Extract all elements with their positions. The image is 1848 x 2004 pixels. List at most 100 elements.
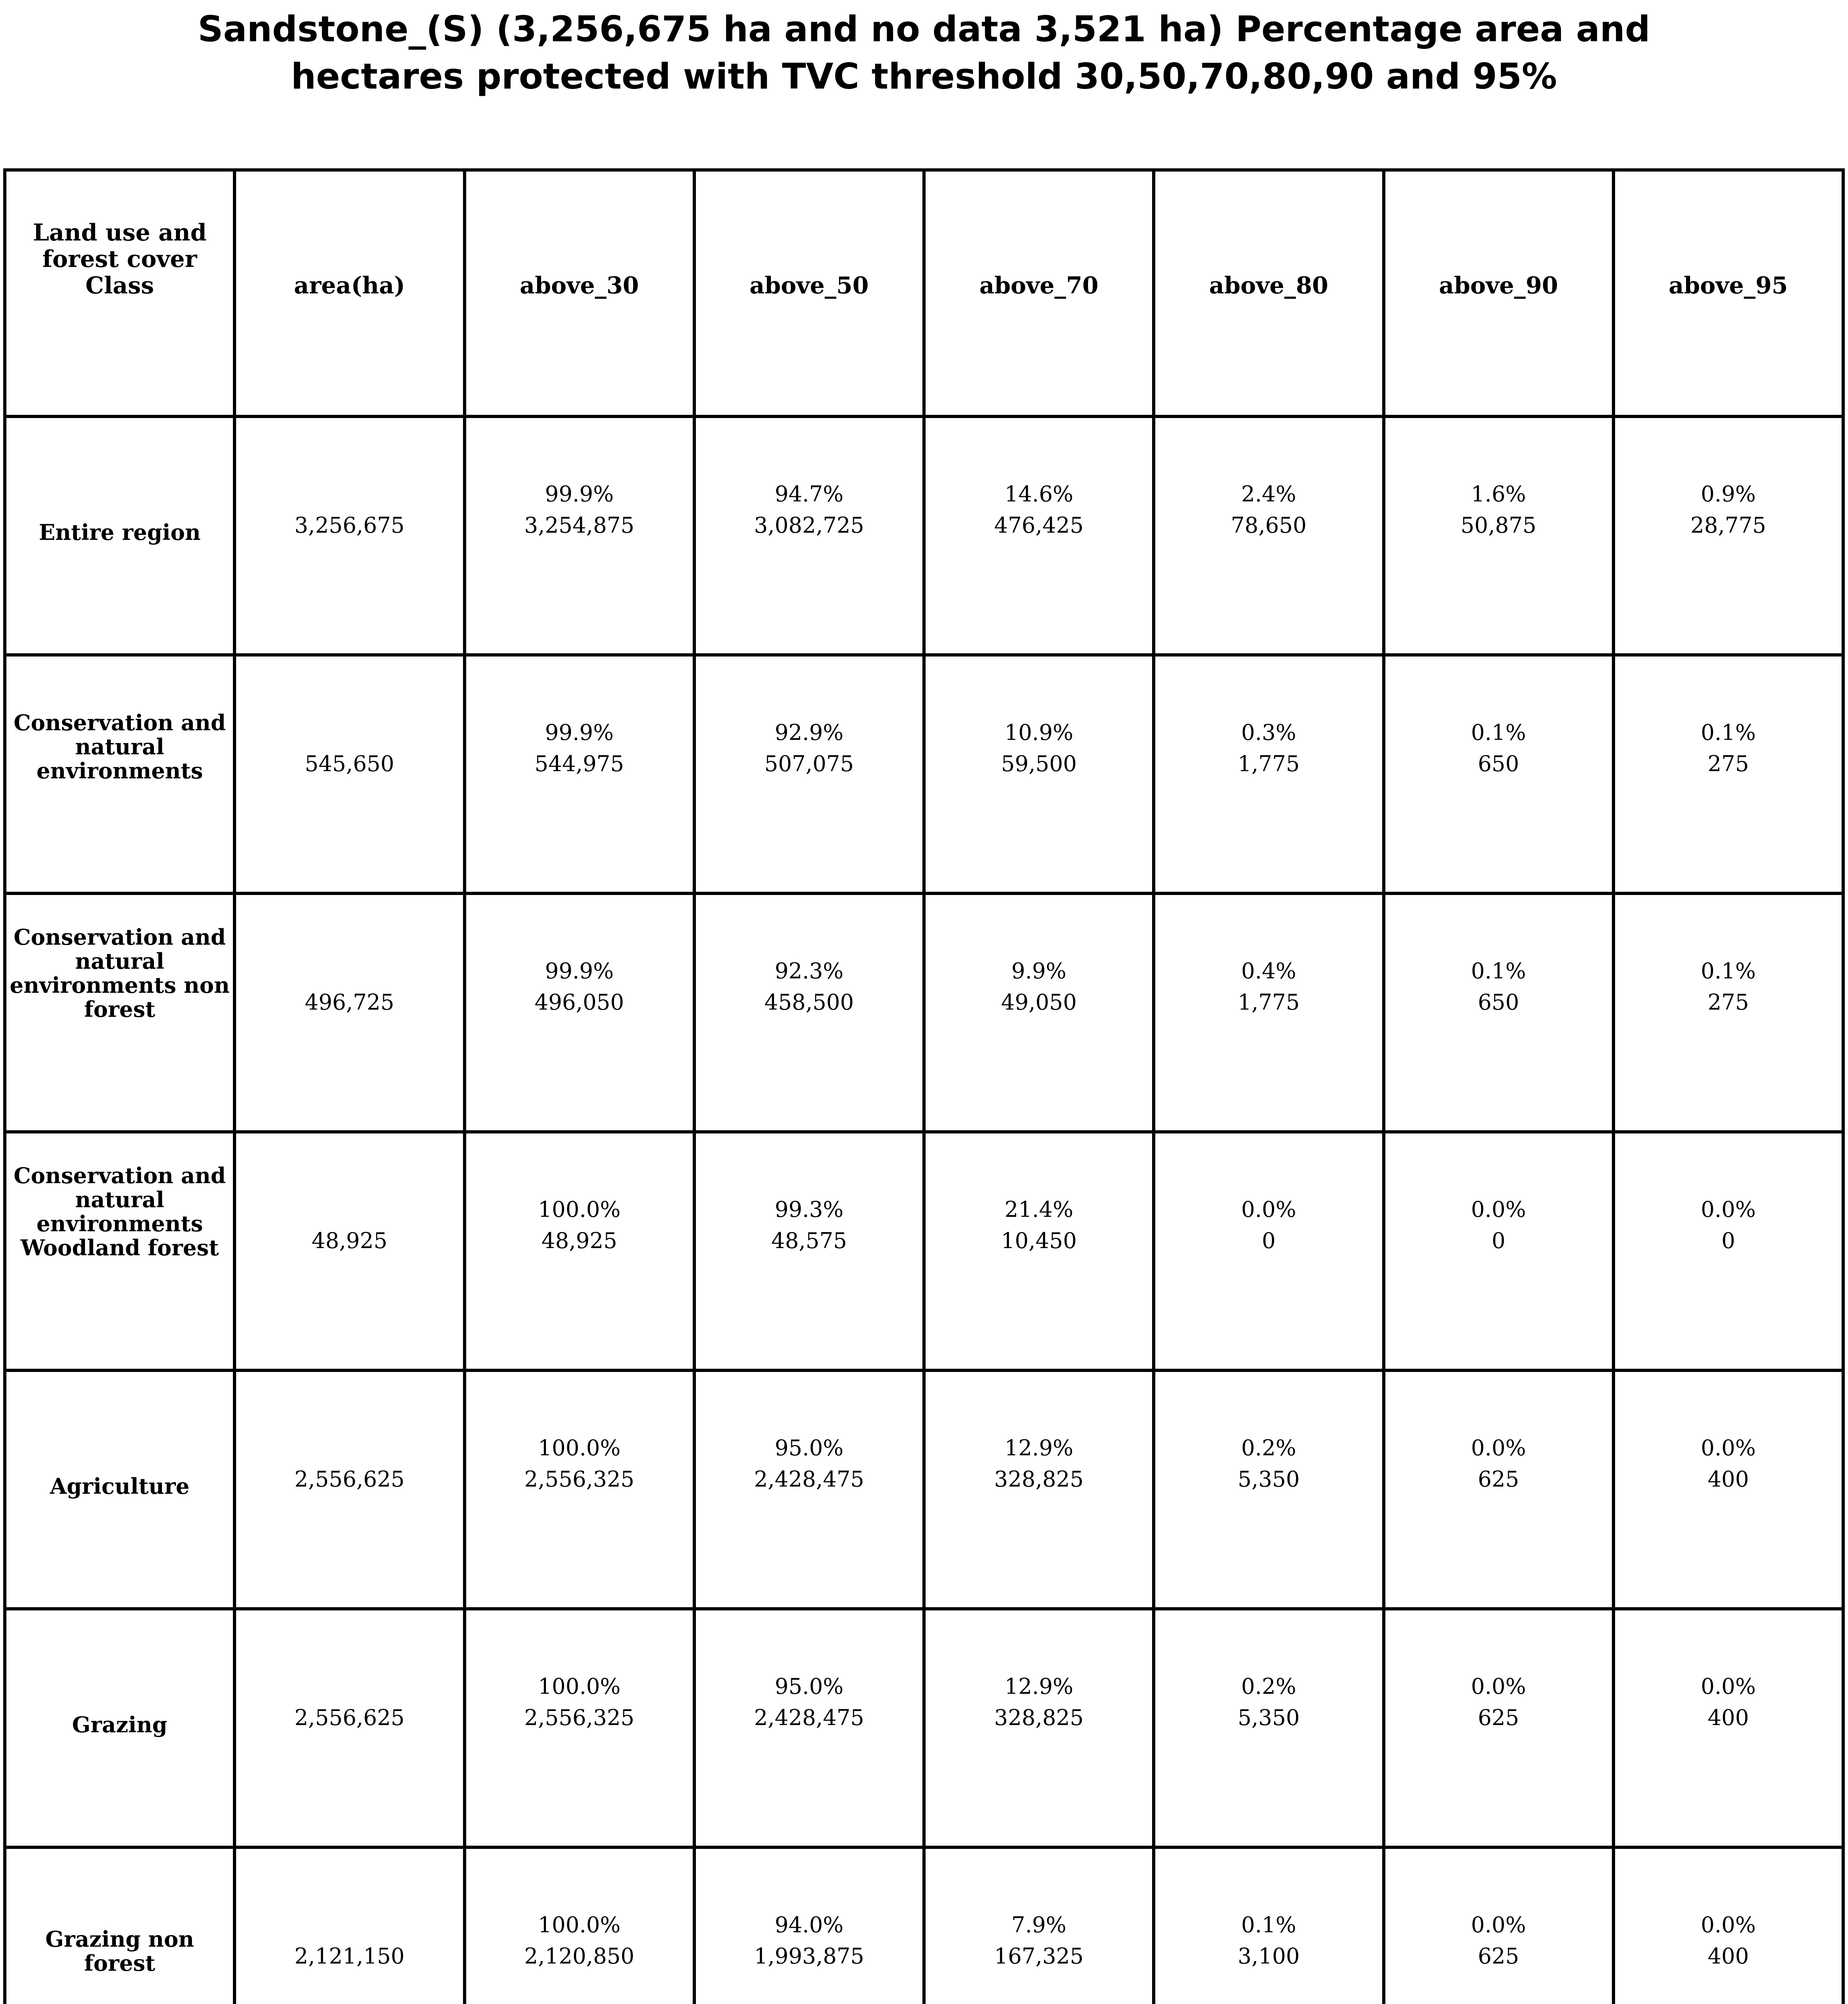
percent-value: 0.0% [1471, 1912, 1526, 1937]
pct-ha-cell: 9.9% 49,050 [922, 892, 1156, 1133]
hectares-value: 625 [1478, 1943, 1519, 1969]
percent-value: 0.3% [1241, 720, 1296, 745]
area-value: 496,725 [305, 990, 394, 1015]
percent-value: 0.0% [1700, 1435, 1756, 1461]
row-label-cell: Agriculture [3, 1369, 237, 1610]
percent-value: 100.0% [538, 1435, 621, 1461]
percent-value: 0.0% [1471, 1197, 1526, 1222]
area-value: 48,925 [311, 1228, 388, 1253]
percent-value: 0.0% [1241, 1197, 1296, 1222]
area-value: 3,256,675 [294, 513, 405, 538]
pct-ha-cell: 100.0% 2,556,325 [463, 1607, 696, 1849]
pct-ha-cell: 0.1% 275 [1611, 892, 1845, 1133]
percent-value: 0.0% [1471, 1674, 1526, 1699]
pct-ha-cell: 99.9% 544,975 [463, 653, 696, 895]
area-value: 2,556,625 [294, 1467, 405, 1492]
table-header: Land use and forest cover Class area(ha)… [3, 168, 1845, 418]
percent-value: 94.7% [774, 481, 844, 507]
hectares-value: 48,925 [541, 1228, 617, 1253]
area-value: 2,556,625 [294, 1705, 405, 1730]
hectares-value: 28,775 [1690, 513, 1766, 538]
pct-ha-cell: 100.0% 48,925 [463, 1130, 696, 1372]
hectares-value: 544,975 [534, 751, 624, 776]
row-label: Agriculture [50, 1473, 190, 1499]
hectares-value: 5,350 [1237, 1467, 1300, 1492]
pct-ha-cell: 14.6% 476,425 [922, 415, 1156, 657]
pct-ha-cell: 0.0% 625 [1382, 1607, 1615, 1849]
table-row: Entire region 3,256,675 99.9% 3,254,875 94.7… [3, 415, 1845, 657]
header-above-70: above_70 [922, 168, 1156, 418]
hectares-value: 2,428,475 [754, 1705, 864, 1730]
row-label-cell: Conservation and natural environments no… [3, 892, 237, 1133]
pct-ha-cell: 94.7% 3,082,725 [692, 415, 926, 657]
pct-ha-cell: 94.0% 1,993,875 [692, 1846, 926, 2004]
pct-ha-cell: 99.3% 48,575 [692, 1130, 926, 1372]
pct-ha-cell: 7.9% 167,325 [922, 1846, 1156, 2004]
row-label-cell: Grazing non forest [3, 1846, 237, 2004]
area-value: 545,650 [305, 751, 394, 776]
row-label: Grazing [72, 1712, 168, 1737]
percent-value: 0.0% [1700, 1197, 1756, 1222]
hectares-value: 1,993,875 [754, 1943, 864, 1969]
table-row: Grazing non forest 2,121,150 100.0% 2,120,8… [3, 1846, 1845, 2004]
percent-value: 99.9% [545, 720, 614, 745]
header-above-80: above_80 [1152, 168, 1385, 418]
pct-ha-cell: 99.9% 496,050 [463, 892, 696, 1133]
area-cell: 2,121,150 [233, 1846, 466, 2004]
pct-ha-cell: 0.2% 5,350 [1152, 1369, 1385, 1610]
area-cell: 48,925 [233, 1130, 466, 1372]
percent-value: 100.0% [538, 1197, 621, 1222]
pct-ha-cell: 95.0% 2,428,475 [692, 1607, 926, 1849]
hectares-value: 650 [1478, 990, 1519, 1015]
hectares-value: 275 [1707, 990, 1749, 1015]
percent-value: 2.4% [1241, 481, 1296, 507]
percent-value: 0.4% [1241, 958, 1296, 984]
pct-ha-cell: 95.0% 2,428,475 [692, 1369, 926, 1610]
percent-value: 92.9% [774, 720, 844, 745]
percent-value: 14.6% [1004, 481, 1074, 507]
hectares-value: 275 [1707, 751, 1749, 776]
percent-value: 0.1% [1241, 1912, 1296, 1937]
landuse-table: Land use and forest cover Class area(ha)… [3, 168, 1845, 2004]
percent-value: 12.9% [1004, 1674, 1074, 1699]
area-value: 2,121,150 [294, 1943, 405, 1969]
pct-ha-cell: 0.0% 400 [1611, 1846, 1845, 2004]
percent-value: 0.1% [1700, 958, 1756, 984]
area-cell: 2,556,625 [233, 1369, 466, 1610]
pct-ha-cell: 92.9% 507,075 [692, 653, 926, 895]
percent-value: 100.0% [538, 1912, 621, 1937]
pct-ha-cell: 0.0% 625 [1382, 1846, 1615, 2004]
hectares-value: 3,100 [1237, 1943, 1300, 1969]
hectares-value: 59,500 [1001, 751, 1077, 776]
hectares-value: 625 [1478, 1705, 1519, 1730]
hectares-value: 458,500 [764, 990, 854, 1015]
pct-ha-cell: 0.3% 1,775 [1152, 653, 1385, 895]
pct-ha-cell: 1.6% 50,875 [1382, 415, 1615, 657]
percent-value: 0.0% [1700, 1912, 1756, 1937]
percent-value: 12.9% [1004, 1435, 1074, 1461]
hectares-value: 1,775 [1237, 751, 1300, 776]
row-label-cell: Conservation and natural environments [3, 653, 237, 895]
table-row: Agriculture 2,556,625 100.0% 2,556,325 95.0%… [3, 1369, 1845, 1610]
row-label: Conservation and natural environments no… [10, 924, 230, 1022]
pct-ha-cell: 92.3% 458,500 [692, 892, 926, 1133]
percent-value: 95.0% [774, 1435, 844, 1461]
percent-value: 99.3% [774, 1197, 844, 1222]
hectares-value: 476,425 [994, 513, 1084, 538]
title-line-1: Sandstone_(S) (3,256,675 ha and no data … [198, 8, 1650, 50]
percent-value: 0.0% [1700, 1674, 1756, 1699]
percent-value: 0.2% [1241, 1674, 1296, 1699]
hectares-value: 328,825 [994, 1467, 1084, 1492]
pct-ha-cell: 0.0% 0 [1611, 1130, 1845, 1372]
pct-ha-cell: 2.4% 78,650 [1152, 415, 1385, 657]
area-cell: 545,650 [233, 653, 466, 895]
hectares-value: 78,650 [1231, 513, 1307, 538]
percent-value: 9.9% [1011, 958, 1067, 984]
pct-ha-cell: 12.9% 328,825 [922, 1369, 1156, 1610]
percent-value: 0.0% [1471, 1435, 1526, 1461]
percent-value: 21.4% [1004, 1197, 1074, 1222]
hectares-value: 0 [1721, 1228, 1735, 1253]
area-cell: 3,256,675 [233, 415, 466, 657]
row-label-cell: Grazing [3, 1607, 237, 1849]
